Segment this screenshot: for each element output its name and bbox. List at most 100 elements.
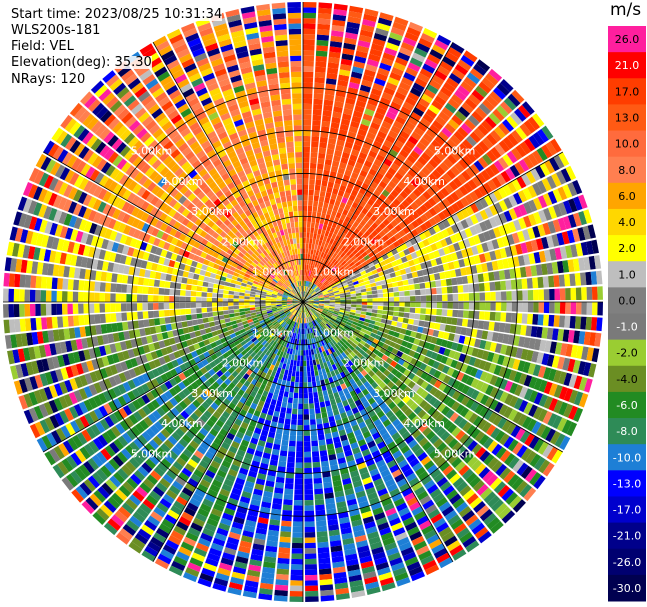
velocity-gate [320, 589, 334, 597]
velocity-gate [239, 311, 246, 316]
velocity-gate [450, 150, 462, 162]
velocity-gate [99, 313, 106, 324]
velocity-gate [422, 190, 432, 200]
velocity-gate [331, 210, 337, 217]
velocity-gate [291, 542, 303, 549]
velocity-gate [331, 284, 338, 289]
velocity-gate [435, 115, 447, 127]
velocity-gate [304, 333, 307, 340]
velocity-gate [373, 32, 388, 42]
velocity-gate [334, 150, 343, 157]
velocity-gate [323, 292, 329, 296]
velocity-gate [313, 249, 317, 256]
velocity-gate [228, 302, 234, 306]
velocity-gate [447, 46, 462, 59]
velocity-gate [286, 461, 295, 468]
velocity-gate [290, 564, 303, 570]
velocity-gate [319, 285, 325, 290]
velocity-gate [493, 202, 503, 214]
velocity-gate [419, 68, 433, 79]
velocity-gate [331, 116, 341, 124]
velocity-gate [381, 242, 388, 249]
velocity-gate [461, 276, 469, 285]
velocity-gate [489, 281, 496, 291]
velocity-gate [414, 174, 424, 184]
velocity-gate [350, 293, 357, 297]
velocity-gate [391, 320, 398, 327]
velocity-gate [323, 293, 329, 297]
velocity-gate [319, 234, 325, 241]
velocity-gate [327, 231, 334, 239]
velocity-gate [473, 254, 481, 264]
velocity-gate [191, 313, 198, 320]
velocity-gate [493, 189, 503, 201]
velocity-gate [365, 258, 373, 265]
velocity-gate [340, 245, 347, 252]
velocity-gate [481, 77, 495, 90]
velocity-gate [479, 197, 489, 209]
velocity-gate [329, 244, 335, 251]
velocity-gate [295, 371, 300, 377]
velocity-gate [306, 227, 311, 233]
velocity-gate [436, 287, 443, 295]
velocity-gate [328, 262, 334, 269]
velocity-gate [147, 310, 154, 319]
velocity-gate [479, 209, 489, 221]
velocity-gate [394, 215, 403, 224]
velocity-gate [574, 272, 582, 286]
velocity-gate [558, 274, 566, 287]
velocity-gate [410, 201, 419, 211]
velocity-gate [316, 233, 321, 240]
velocity-gate [331, 221, 338, 229]
velocity-gate [311, 292, 317, 297]
velocity-gate [303, 366, 307, 372]
velocity-gate [327, 67, 339, 75]
velocity-gate [482, 182, 493, 194]
velocity-gate [303, 425, 310, 431]
velocity-gate [575, 302, 582, 315]
velocity-gate [409, 307, 416, 313]
velocity-gate [303, 360, 307, 367]
velocity-gate [318, 568, 332, 575]
velocity-gate [541, 177, 552, 192]
velocity-gate [355, 100, 367, 108]
velocity-gate [544, 160, 556, 174]
velocity-gate [326, 236, 331, 244]
velocity-gate [324, 159, 333, 166]
velocity-gate [311, 284, 316, 289]
velocity-gate [443, 158, 454, 169]
velocity-gate [341, 113, 352, 121]
velocity-gate [303, 93, 313, 99]
velocity-gate [336, 195, 343, 202]
velocity-gate [452, 285, 459, 294]
velocity-gate [306, 355, 310, 361]
velocity-gate [408, 284, 415, 291]
velocity-gate [414, 77, 428, 88]
velocity-gate [303, 178, 309, 185]
velocity-gate [320, 406, 327, 413]
velocity-gate [313, 364, 318, 371]
velocity-gate [523, 156, 534, 170]
velocity-gate [326, 268, 332, 274]
velocity-gate [462, 284, 469, 293]
velocity-gate [416, 270, 424, 277]
velocity-gate [440, 255, 448, 264]
velocity-gate [399, 130, 410, 140]
velocity-gate [316, 520, 327, 527]
velocity-gate [282, 374, 288, 381]
velocity-gate [308, 270, 312, 277]
velocity-gate [431, 99, 444, 111]
velocity-gate [405, 67, 419, 77]
velocity-gate [287, 397, 293, 404]
velocity-gate [337, 273, 344, 279]
velocity-gate [279, 412, 286, 419]
velocity-gate [323, 395, 330, 402]
velocity-gate [303, 344, 306, 351]
velocity-gate [308, 349, 312, 356]
velocity-gate [291, 558, 303, 565]
velocity-gate [343, 284, 349, 289]
velocity-gate [309, 288, 314, 294]
velocity-gate [304, 473, 313, 479]
velocity-gate [285, 477, 294, 484]
velocity-gate [343, 42, 356, 51]
